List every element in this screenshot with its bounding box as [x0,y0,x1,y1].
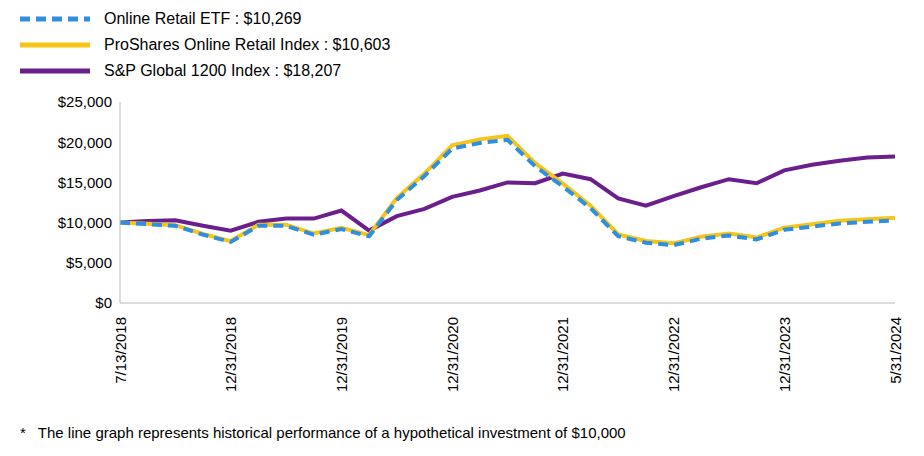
html-text:S&P Global 1200 Index : $18,20: S&P Global 1200 Index : $18,207 [104,62,342,79]
svg-text:7/13/2018: 7/13/2018 [112,317,129,384]
svg-text:$0: $0 [95,294,112,311]
html-text:The line graph represents hist: The line graph represents historical per… [37,424,626,441]
svg-text:$25,000: $25,000 [58,93,112,110]
html-text:Online Retail ETF : $10,269: Online Retail ETF : $10,269 [104,10,302,27]
svg-text:12/31/2022: 12/31/2022 [665,317,682,392]
svg-text:$5,000: $5,000 [66,254,112,271]
svg-text:5/31/2024: 5/31/2024 [887,317,904,384]
svg-text:$20,000: $20,000 [58,134,112,151]
svg-text:12/31/2019: 12/31/2019 [333,317,350,392]
html-text:ProShares Online Retail Index: ProShares Online Retail Index : $10,603 [104,36,391,53]
svg-text:12/31/2021: 12/31/2021 [554,317,571,392]
svg-text:$10,000: $10,000 [58,214,112,231]
svg-text:12/31/2023: 12/31/2023 [776,317,793,392]
svg-text:$15,000: $15,000 [58,174,112,191]
svg-text:12/31/2018: 12/31/2018 [222,317,239,392]
svg-text:12/31/2020: 12/31/2020 [444,317,461,392]
